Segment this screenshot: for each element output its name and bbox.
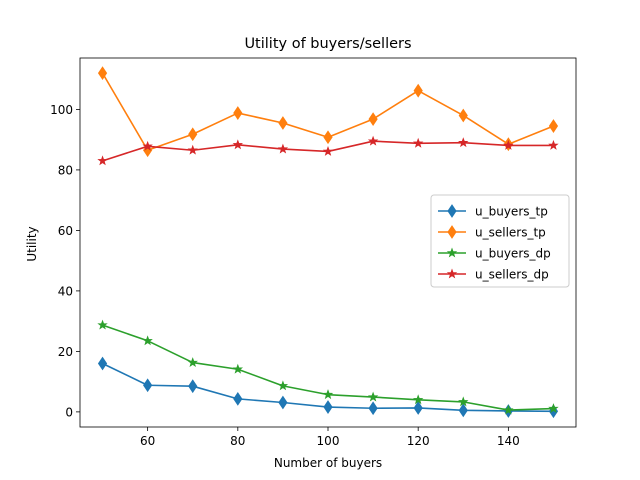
legend-label: u_sellers_tp: [475, 226, 546, 240]
data-point: [458, 137, 469, 148]
series-u_buyers_dp: [97, 319, 559, 415]
data-point: [458, 396, 469, 407]
data-point: [458, 403, 468, 418]
data-point: [143, 378, 153, 393]
y-tick-label: 100: [50, 103, 73, 117]
y-tick-label: 80: [58, 163, 73, 177]
chart-title: Utility of buyers/sellers: [244, 36, 411, 52]
legend-marker: [447, 225, 457, 239]
data-point: [367, 135, 379, 146]
data-point: [97, 356, 108, 371]
legend-marker: [447, 204, 457, 218]
data-point: [323, 400, 333, 414]
data-point: [548, 139, 559, 150]
data-point: [233, 106, 243, 120]
data-point: [277, 380, 289, 391]
legend-item: u_sellers_tp: [438, 225, 546, 240]
x-tick-label: 120: [407, 434, 430, 448]
y-axis-label: Utility: [25, 226, 39, 261]
x-tick-label: 80: [230, 434, 245, 448]
plot-frame: [79, 57, 577, 428]
legend-label: u_buyers_tp: [475, 205, 548, 219]
data-point: [368, 112, 378, 126]
data-point: [548, 403, 559, 413]
data-point: [503, 139, 514, 150]
data-point: [97, 66, 108, 81]
data-point: [503, 404, 514, 415]
series-layer: [97, 66, 559, 419]
data-point: [142, 335, 153, 346]
data-point: [548, 119, 559, 133]
y-axis: 0 20 40 60 80 100: [50, 103, 80, 419]
legend-label: u_buyers_dp: [475, 247, 551, 261]
data-point: [187, 144, 198, 155]
data-point: [277, 143, 289, 154]
data-point: [412, 137, 424, 148]
data-point: [322, 145, 334, 156]
x-tick-label: 140: [497, 434, 520, 448]
data-point: [232, 139, 244, 150]
y-tick-label: 40: [58, 284, 73, 298]
x-axis: 60 80 100 120 140: [140, 427, 520, 448]
y-tick-label: 0: [65, 405, 73, 419]
series-u_sellers_dp: [97, 135, 559, 166]
data-point: [413, 83, 423, 98]
x-tick-label: 60: [140, 434, 155, 448]
series-u_buyers_tp: [97, 356, 559, 419]
data-point: [187, 357, 198, 368]
legend-marker: [446, 268, 458, 279]
data-point: [97, 319, 108, 330]
data-point: [323, 130, 333, 145]
data-point: [412, 394, 424, 405]
legend-label: u_sellers_dp: [475, 268, 549, 282]
legend-item: u_buyers_tp: [438, 204, 548, 219]
data-point: [232, 363, 244, 374]
legend-item: u_sellers_dp: [438, 268, 549, 282]
data-point: [188, 379, 198, 394]
data-point: [97, 155, 108, 166]
data-point: [458, 108, 468, 123]
x-axis-label: Number of buyers: [274, 456, 382, 470]
legend-marker: [446, 247, 458, 258]
y-tick-label: 20: [58, 345, 73, 359]
legend-box: [430, 194, 570, 288]
data-point: [322, 389, 334, 400]
data-point: [142, 140, 153, 151]
legend-item: u_buyers_dp: [438, 247, 551, 261]
data-point: [278, 116, 288, 130]
data-point: [413, 401, 423, 415]
data-point: [367, 391, 379, 402]
data-point: [368, 401, 378, 416]
data-point: [278, 395, 288, 410]
legend: u_buyers_tp u_sellers_tp u_buyers_dp u_sell…: [430, 194, 570, 288]
x-tick-label: 100: [317, 434, 340, 448]
frame-layer: [79, 57, 577, 428]
y-tick-label: 60: [58, 224, 73, 238]
series-u_sellers_tp: [97, 66, 559, 158]
data-point: [188, 127, 198, 142]
data-point: [233, 391, 243, 406]
